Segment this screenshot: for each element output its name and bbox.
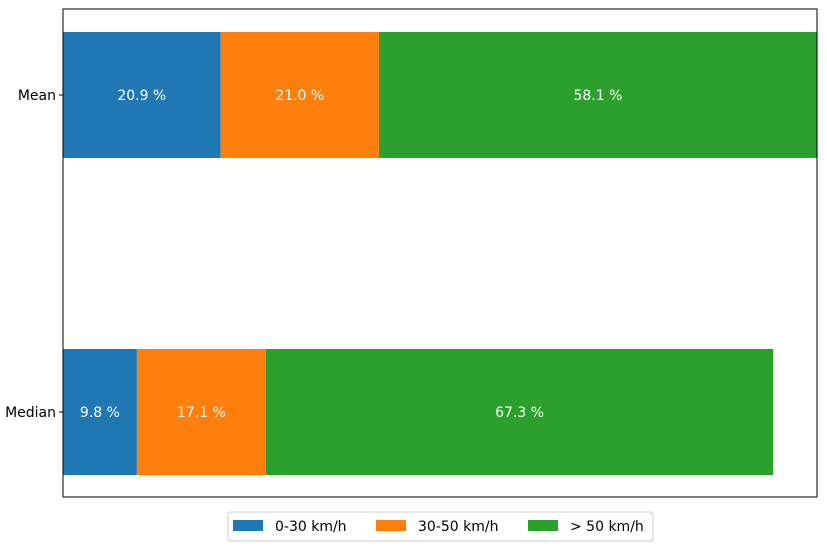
legend-label-series-0: 0-30 km/h: [275, 519, 347, 535]
bar-mean-series-1: [220, 32, 379, 158]
data-label-median-series-2: 67.3 %: [495, 405, 544, 421]
data-label-mean-series-2: 58.1 %: [573, 88, 622, 104]
bar-mean-series-0: [63, 32, 221, 158]
bar-mean-series-2: [378, 32, 817, 158]
data-label-median-series-0: 9.8 %: [80, 405, 120, 421]
plot-area: 20.9 % 21.0 % 58.1 % 9.8 % 17.1 % 67.3 %: [63, 32, 817, 475]
legend-label-series-1: 30-50 km/h: [418, 519, 498, 535]
bar-median-series-0: [63, 349, 137, 475]
legend-box: [227, 511, 654, 542]
legend-label-series-2: > 50 km/h: [570, 519, 644, 535]
axes-frame: [62, 8, 818, 498]
y-axis: Mean Median: [5, 88, 63, 421]
data-label-mean-series-1: 21.0 %: [275, 88, 324, 104]
bar-median-series-2: [265, 349, 774, 475]
y-tick-label-median: Median: [5, 405, 56, 421]
legend-swatch-series-1: [376, 520, 406, 531]
y-tick-label-mean: Mean: [18, 88, 56, 104]
data-label-median-series-1: 17.1 %: [177, 405, 226, 421]
bar-median-series-1: [136, 349, 266, 475]
data-label-mean-series-0: 20.9 %: [117, 88, 166, 104]
legend: 0-30 km/h 30-50 km/h > 50 km/h: [227, 511, 654, 542]
legend-swatch-series-0: [233, 520, 263, 531]
legend-swatch-series-2: [528, 520, 558, 531]
